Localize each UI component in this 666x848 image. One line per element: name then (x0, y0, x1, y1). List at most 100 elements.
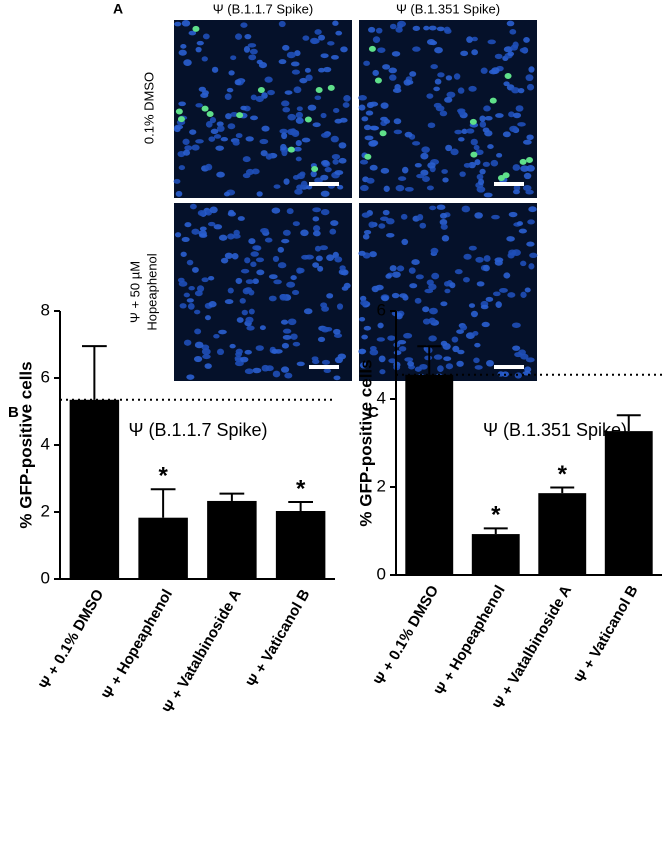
nucleus (339, 265, 346, 271)
x-tick-label: Ψ + 0.1% DMSO (36, 586, 107, 692)
nucleus (522, 184, 532, 192)
nucleus (291, 289, 300, 296)
gfp-cell (175, 108, 183, 115)
nucleus (338, 269, 347, 276)
nucleus (361, 212, 371, 218)
bar (69, 399, 120, 579)
nucleus (296, 361, 305, 367)
nucleus (195, 46, 202, 53)
nucleus (216, 348, 225, 356)
nucleus (463, 162, 471, 168)
nucleus (376, 337, 386, 342)
nucleus (326, 254, 335, 261)
nucleus (320, 112, 327, 119)
nucleus (232, 233, 241, 239)
nucleus (193, 355, 203, 363)
nucleus (296, 173, 305, 180)
nucleus (282, 229, 291, 236)
nucleus (174, 21, 182, 27)
nucleus (440, 340, 448, 347)
nucleus (198, 230, 207, 237)
nucleus (281, 100, 290, 107)
nucleus (318, 67, 325, 73)
nucleus (512, 164, 521, 171)
nucleus (436, 204, 446, 210)
nucleus (213, 333, 220, 339)
gfp-cell (504, 73, 512, 80)
gfp-cell (206, 111, 214, 118)
nucleus (358, 104, 366, 111)
y-tick-label: 2 (41, 501, 50, 520)
nucleus (296, 106, 303, 112)
nucleus (458, 137, 465, 142)
nucleus (252, 278, 259, 285)
nucleus (320, 326, 330, 333)
x-tick-label: Ψ + Vatalbinoside A (160, 586, 245, 716)
nucleus (336, 303, 344, 310)
gfp-cell (236, 112, 244, 119)
nucleus (526, 134, 534, 141)
nucleus (415, 274, 424, 280)
nucleus (392, 88, 402, 93)
nucleus (295, 117, 304, 124)
nucleus (508, 111, 515, 118)
nucleus (191, 266, 199, 273)
nucleus (480, 304, 489, 310)
gfp-cell (502, 172, 510, 179)
y-axis-label: % GFP-positive cells (356, 359, 375, 526)
nucleus (234, 79, 242, 86)
nucleus (301, 137, 311, 143)
nucleus (503, 46, 513, 53)
nucleus (417, 213, 424, 221)
nucleus (485, 296, 494, 302)
nucleus (272, 255, 280, 263)
nucleus (444, 96, 453, 103)
nucleus (421, 146, 430, 153)
nucleus (287, 318, 297, 326)
nucleus (382, 64, 391, 70)
nucleus (299, 77, 308, 84)
nucleus (454, 129, 463, 135)
nucleus (398, 346, 407, 352)
nucleus (503, 272, 511, 279)
nucleus (364, 135, 374, 141)
nucleus (359, 316, 366, 322)
nucleus (245, 168, 255, 176)
nucleus (516, 221, 524, 226)
nucleus (523, 36, 530, 43)
nucleus (381, 295, 389, 302)
nucleus (436, 26, 445, 32)
nucleus (437, 72, 445, 78)
nucleus (307, 104, 317, 111)
panel-label: B (8, 404, 19, 421)
y-tick-label: 4 (377, 388, 386, 407)
nucleus (282, 44, 290, 51)
nucleus (204, 363, 212, 369)
nucleus (334, 170, 344, 176)
nucleus (239, 298, 246, 304)
nucleus (427, 162, 436, 169)
nucleus (419, 363, 428, 370)
bar (538, 493, 587, 575)
nucleus (480, 67, 488, 74)
nucleus (290, 275, 297, 281)
nucleus (320, 208, 330, 216)
nucleus (449, 282, 456, 289)
nucleus (223, 191, 231, 197)
nucleus (476, 281, 485, 287)
nucleus (513, 184, 521, 192)
nucleus (267, 89, 275, 96)
nucleus (228, 70, 235, 76)
nucleus (523, 139, 532, 145)
nucleus (232, 140, 240, 146)
nucleus (397, 176, 407, 181)
nucleus (360, 184, 369, 192)
nucleus (271, 348, 278, 355)
nucleus (430, 64, 438, 70)
nucleus (293, 146, 302, 152)
nucleus (310, 170, 317, 178)
nucleus (393, 350, 402, 356)
nucleus (256, 191, 263, 197)
nucleus (483, 192, 493, 198)
nucleus (369, 164, 378, 171)
